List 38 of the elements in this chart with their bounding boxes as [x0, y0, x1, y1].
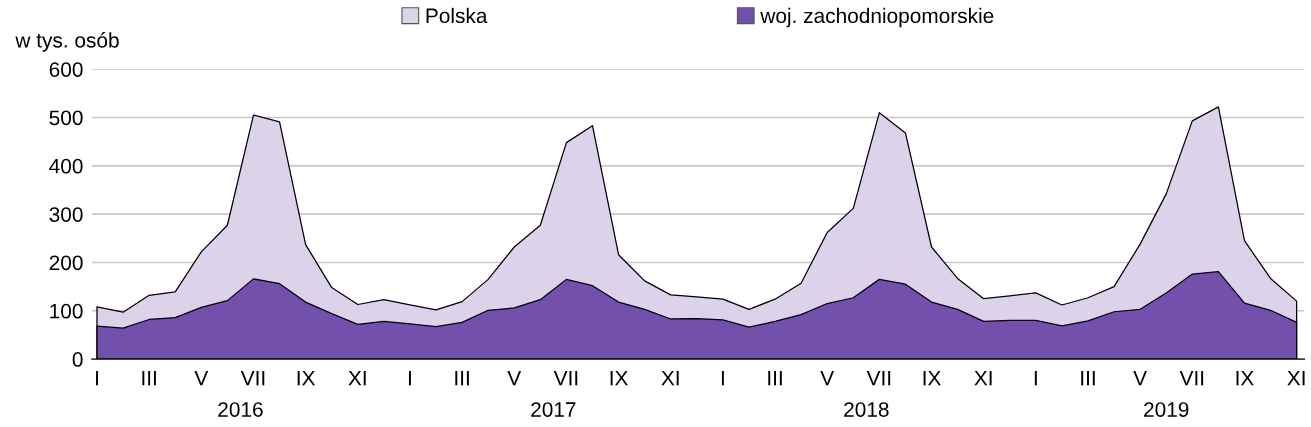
x-tick-label: IX	[610, 370, 628, 386]
x-tick-label: VII	[866, 370, 891, 386]
y-axis-title: w tys. osób	[15, 32, 119, 52]
x-tick-label: IX	[1236, 370, 1254, 386]
x-tick-label: XI	[661, 370, 679, 386]
x-tick-label: V	[194, 370, 209, 386]
x-tick-label: V	[1133, 370, 1147, 386]
legend-label: Polska	[426, 7, 488, 24]
text: 2017	[531, 402, 576, 417]
x-tick-label: VII	[1179, 370, 1204, 386]
y-tick-label: 0	[72, 352, 83, 367]
x-tick-label: V	[507, 370, 522, 386]
x-tick-label: III	[1081, 370, 1095, 386]
text: 2019	[1144, 402, 1189, 417]
x-tick-label: IX	[297, 370, 316, 386]
x-tick-label: XI	[1287, 370, 1305, 386]
x-tick-label: VII	[553, 370, 578, 386]
legend-label: woj. zachodniopomorskie	[760, 7, 994, 28]
x-tick-label: VII	[240, 370, 265, 386]
x-tick-label: I	[1034, 370, 1037, 386]
x-tick-label: III	[455, 370, 469, 386]
y-tick-label: 600	[49, 62, 83, 77]
x-tick-label: IX	[923, 370, 941, 386]
x-tick-label: XI	[974, 370, 992, 386]
text: 2016	[218, 402, 263, 417]
y-tick-label: 200	[49, 255, 83, 271]
y-tick-label: 300	[49, 207, 83, 222]
x-tick-label: I	[96, 370, 98, 386]
y-tick-label: 100	[50, 303, 83, 319]
x-tick-label: I	[408, 370, 411, 386]
x-tick-label: III	[768, 370, 782, 386]
y-tick-label: 500	[49, 110, 83, 126]
x-tick-label: XI	[348, 370, 366, 386]
y-tick-label: 400	[49, 158, 83, 174]
x-tick-label: III	[142, 370, 156, 386]
text: 2018	[844, 402, 889, 417]
x-tick-label: I	[721, 370, 724, 386]
x-tick-label: V	[820, 370, 835, 386]
